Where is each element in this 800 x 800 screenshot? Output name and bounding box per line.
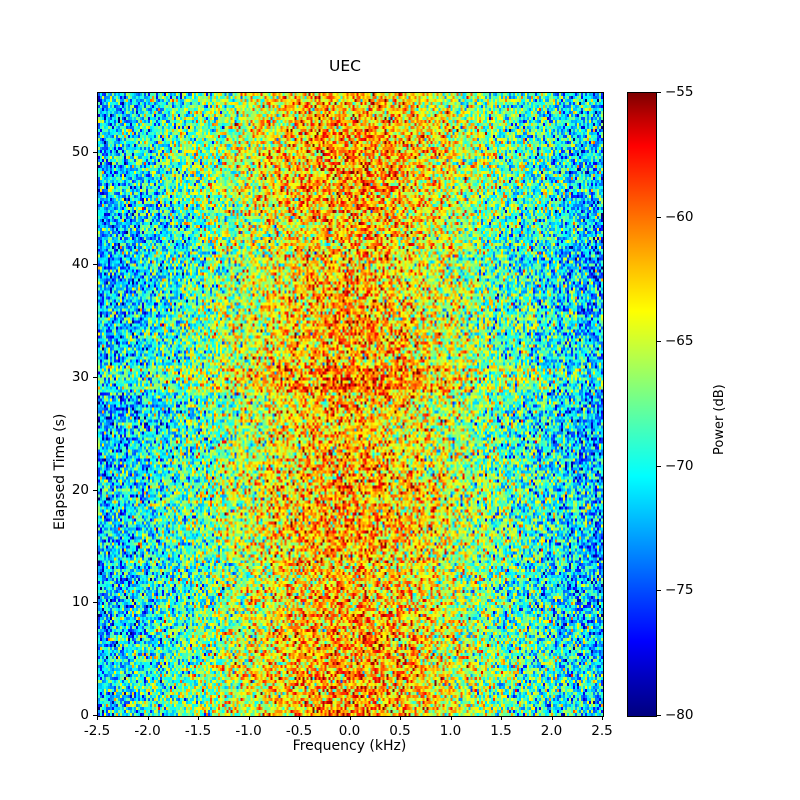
colorbar-tick-label: −65 — [665, 333, 694, 350]
y-tick-label: 50 — [71, 143, 89, 160]
x-tick-label: -0.5 — [285, 723, 313, 739]
x-tick-mark — [451, 716, 452, 720]
x-tick-mark — [148, 716, 149, 720]
y-tick-mark — [93, 264, 97, 265]
spectrogram-plot-area — [97, 92, 604, 717]
y-tick-label: 20 — [71, 481, 89, 498]
y-tick-label: 0 — [80, 707, 89, 723]
title-station: UEC — [329, 57, 361, 75]
x-tick-mark — [400, 716, 401, 720]
y-tick-mark — [93, 490, 97, 491]
y-tick-mark — [93, 715, 97, 716]
x-tick-label: 0.5 — [389, 723, 411, 739]
y-tick-mark — [93, 377, 97, 378]
x-tick-mark — [602, 716, 603, 720]
colorbar-tick-label: −75 — [665, 582, 694, 599]
x-tick-label: 0.0 — [338, 723, 361, 739]
x-tick-label: -1.0 — [235, 723, 262, 739]
y-tick-label: 10 — [71, 594, 89, 611]
y-tick-label: 40 — [71, 256, 89, 273]
x-tick-mark — [501, 716, 502, 720]
x-tick-label: -2.0 — [134, 723, 161, 739]
colorbar-gradient — [628, 93, 656, 716]
colorbar-tick-mark — [657, 590, 661, 591]
x-tick-mark — [552, 716, 553, 720]
colorbar-tick-mark — [657, 217, 661, 218]
y-axis-label: Elapsed Time (s) — [52, 413, 68, 530]
colorbar-tick-label: −70 — [665, 457, 694, 474]
x-tick-mark — [198, 716, 199, 720]
colorbar-tick-mark — [657, 715, 661, 716]
x-tick-mark — [97, 716, 98, 720]
colorbar-tick-mark — [657, 341, 661, 342]
x-tick-label: 1.0 — [439, 723, 462, 739]
x-tick-label: -2.5 — [83, 723, 111, 739]
colorbar-tick-mark — [657, 92, 661, 93]
colorbar — [627, 92, 657, 717]
colorbar-label: Power (dB) — [712, 384, 727, 455]
spectrogram-heatmap — [98, 93, 603, 716]
x-axis-label: Frequency (kHz) — [292, 738, 407, 754]
colorbar-tick-label: −80 — [665, 707, 694, 723]
y-tick-mark — [93, 602, 97, 603]
y-tick-mark — [93, 152, 97, 153]
x-tick-mark — [249, 716, 250, 720]
colorbar-tick-label: −55 — [665, 84, 694, 100]
x-tick-mark — [299, 716, 300, 720]
y-tick-label: 30 — [71, 369, 89, 386]
x-tick-label: 1.5 — [490, 723, 512, 739]
x-tick-label: 2.5 — [591, 723, 613, 739]
colorbar-tick-label: −60 — [665, 208, 694, 225]
x-tick-label: 2.0 — [540, 723, 563, 739]
x-tick-mark — [350, 716, 351, 720]
x-tick-label: -1.5 — [184, 723, 212, 739]
colorbar-tick-mark — [657, 466, 661, 467]
